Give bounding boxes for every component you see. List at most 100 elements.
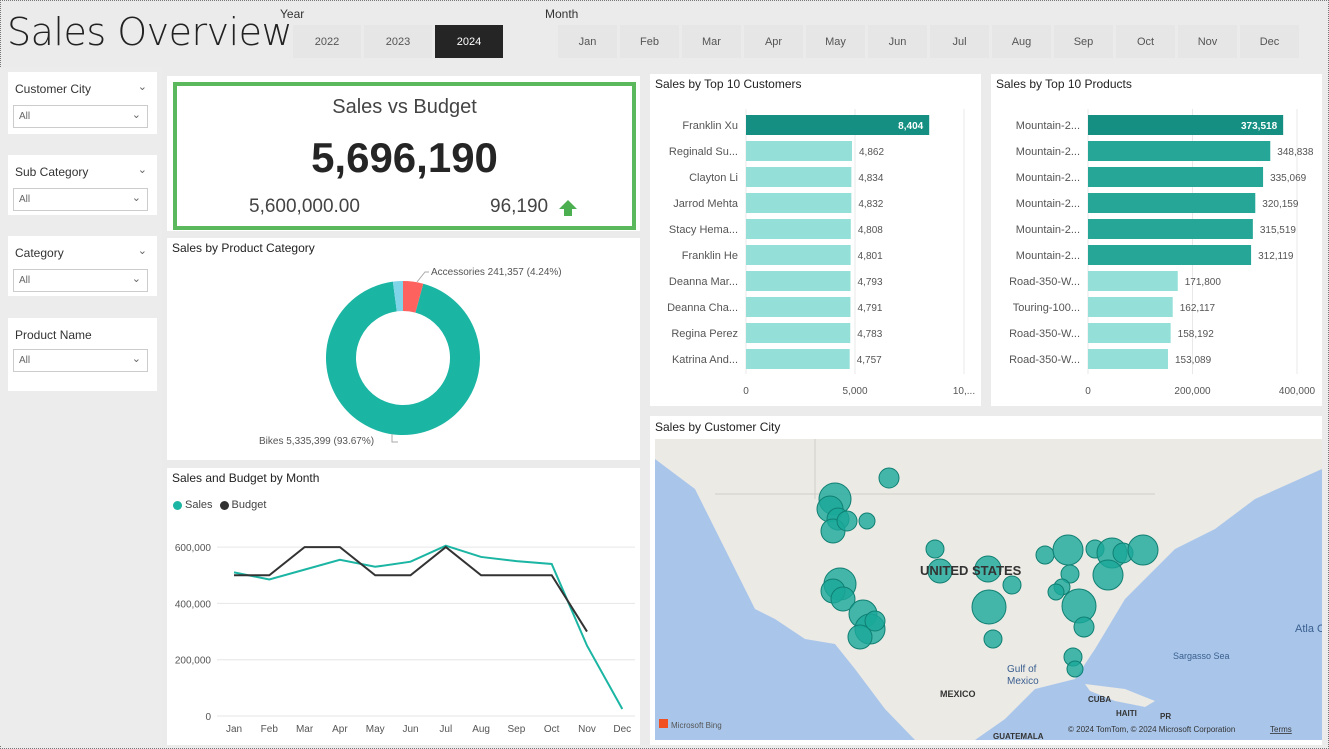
city-bubble[interactable] (1066, 660, 1084, 678)
bar[interactable] (1088, 323, 1171, 343)
city-bubble[interactable] (1073, 616, 1095, 638)
bar[interactable] (746, 219, 851, 239)
city-bubble[interactable] (1035, 545, 1055, 565)
up-arrow-icon (559, 200, 577, 216)
category-label: Mountain-2... (1016, 250, 1080, 262)
donut-slice-accessories[interactable] (402, 281, 424, 313)
year-button-2022[interactable]: 2022 (293, 25, 361, 58)
city-bubble[interactable] (1060, 564, 1080, 584)
category-label: Regina Perez (671, 328, 738, 340)
collapse-chevron-icon[interactable]: ⌄ (137, 245, 147, 257)
month-button-oct[interactable]: Oct (1116, 25, 1175, 58)
bar[interactable] (1088, 193, 1256, 213)
bar[interactable] (1088, 271, 1178, 291)
city-map[interactable]: UNITED STATES Gulf of Mexico MEXICO CUBA … (655, 439, 1322, 740)
month-button-jun[interactable]: Jun (868, 25, 927, 58)
city-bubble[interactable] (847, 624, 873, 650)
bar[interactable] (1088, 297, 1173, 317)
product-name-dropdown[interactable]: All ⌄ (13, 349, 148, 372)
chevron-down-icon: ⌄ (131, 273, 141, 285)
customers-bar-chart[interactable]: 0 5,000 10,... Franklin Xu 8,404 Reginald Su.… (650, 74, 981, 406)
map-title: Sales by Customer City (655, 420, 781, 434)
city-bubble[interactable] (1047, 583, 1065, 601)
line-chart[interactable]: 0 200,000 400,000 600,000 Jan Feb Mar Apr May Jun… (167, 468, 640, 745)
bar[interactable] (1088, 141, 1271, 161)
legend-sales[interactable]: Sales (185, 499, 213, 511)
month-button-may[interactable]: May (806, 25, 865, 58)
category-label: Mountain-2... (1016, 224, 1080, 236)
bar[interactable] (1088, 115, 1284, 135)
month-button-nov[interactable]: Nov (1178, 25, 1237, 58)
city-bubble[interactable] (983, 629, 1003, 649)
data-label: 4,808 (858, 225, 883, 236)
city-bubble[interactable] (830, 586, 856, 612)
category-dropdown[interactable]: All ⌄ (13, 269, 148, 292)
map-country-label: UNITED STATES (920, 563, 1022, 578)
bar[interactable] (1088, 167, 1264, 187)
city-bubble[interactable] (1127, 534, 1159, 566)
city-bubble[interactable] (864, 610, 886, 632)
bar[interactable] (746, 193, 852, 213)
month-button-jul[interactable]: Jul (930, 25, 989, 58)
x-tick-label: Jul (439, 724, 452, 735)
donut-chart[interactable] (167, 238, 640, 460)
bar[interactable] (746, 349, 850, 369)
city-bubble[interactable] (878, 467, 900, 489)
bar[interactable] (746, 271, 851, 291)
month-button-mar[interactable]: Mar (682, 25, 741, 58)
year-button-2023[interactable]: 2023 (364, 25, 432, 58)
series-line-budget[interactable] (234, 545, 588, 633)
map-panel: Sales by Customer City UNITED STATES Gul… (650, 416, 1322, 745)
city-bubble[interactable] (1052, 534, 1084, 566)
series-line-sales[interactable] (233, 544, 624, 710)
bar[interactable] (1088, 245, 1252, 265)
x-tick-label: Jan (226, 724, 242, 735)
kpi-card[interactable]: Sales vs Budget 5,696,190 5,600,000.00 9… (173, 82, 636, 230)
customer-city-dropdown[interactable]: All ⌄ (13, 105, 148, 128)
year-button-2024[interactable]: 2024 (435, 25, 503, 58)
month-button-apr[interactable]: Apr (744, 25, 803, 58)
month-button-feb[interactable]: Feb (620, 25, 679, 58)
bar[interactable] (746, 323, 851, 343)
x-tick-label: Dec (613, 724, 631, 735)
bar[interactable] (746, 115, 930, 135)
bar[interactable] (746, 141, 852, 161)
category-label: Jarrod Mehta (673, 198, 739, 210)
month-button-dec[interactable]: Dec (1240, 25, 1299, 58)
bar[interactable] (746, 245, 851, 265)
category-label: Clayton Li (689, 172, 738, 184)
city-bubble[interactable] (927, 558, 953, 584)
donut-slice-bikes[interactable] (326, 281, 480, 435)
sub-category-dropdown[interactable]: All ⌄ (13, 188, 148, 211)
donut-slice-clothing[interactable] (392, 281, 404, 312)
month-button-sep[interactable]: Sep (1054, 25, 1113, 58)
city-bubble[interactable] (1092, 559, 1124, 591)
city-bubble[interactable] (971, 589, 1007, 625)
city-bubble[interactable] (836, 510, 858, 532)
month-button-jan[interactable]: Jan (558, 25, 617, 58)
city-bubble[interactable] (1002, 575, 1022, 595)
data-label: 4,793 (857, 277, 882, 288)
legend-budget[interactable]: Budget (231, 499, 267, 511)
donut-panel: Sales by Product Category Accessories 24… (167, 238, 640, 460)
sales-legend-dot (173, 500, 182, 510)
x-tick-label: 0 (1085, 386, 1091, 397)
collapse-chevron-icon[interactable]: ⌄ (137, 81, 147, 93)
city-bubble[interactable] (925, 539, 945, 559)
map-haiti-label: HAITI (1116, 709, 1137, 718)
bar[interactable] (746, 297, 851, 317)
city-bubble[interactable] (974, 555, 1002, 583)
products-bar-chart[interactable]: 0 200,000 400,000 Mountain-2... 373,518 Mount… (991, 74, 1322, 406)
bar[interactable] (746, 167, 852, 187)
collapse-chevron-icon[interactable]: ⌄ (137, 164, 147, 176)
city-bubble[interactable] (858, 512, 876, 530)
bar[interactable] (1088, 219, 1253, 239)
data-label: 162,117 (1180, 303, 1216, 314)
month-slicer: Jan Feb Mar Apr May Jun Jul Aug Sep Oct Nov Dec (558, 25, 1299, 58)
bar[interactable] (1088, 349, 1168, 369)
map-terms-link[interactable]: Terms (1270, 725, 1292, 734)
x-tick-label: Sep (508, 724, 526, 735)
map-pr-label: PR (1160, 712, 1171, 721)
month-button-aug[interactable]: Aug (992, 25, 1051, 58)
sub-category-label: Sub Category (15, 165, 89, 179)
